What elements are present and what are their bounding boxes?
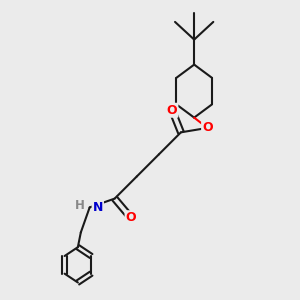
Text: O: O xyxy=(167,104,177,117)
Text: O: O xyxy=(125,211,136,224)
Text: N: N xyxy=(93,201,103,214)
Text: O: O xyxy=(202,122,213,134)
Text: H: H xyxy=(75,200,85,212)
